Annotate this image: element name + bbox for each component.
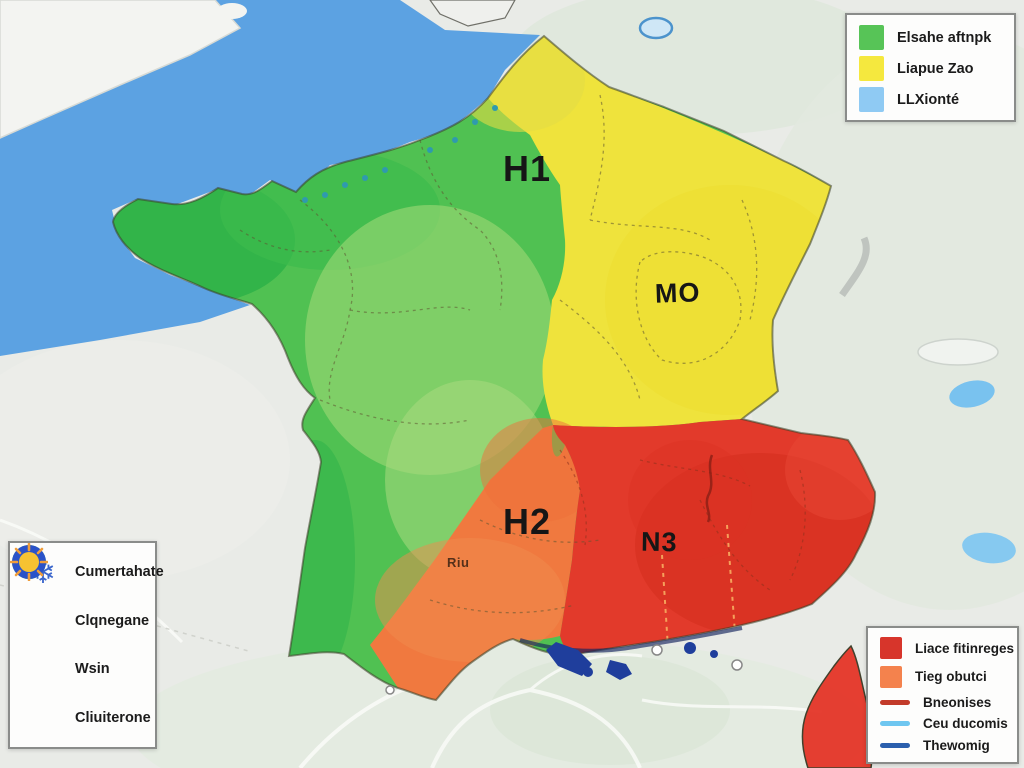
france-outline xyxy=(111,34,877,702)
legend-item-label: Ceu ducomis xyxy=(923,716,1008,732)
zone-red-shading xyxy=(628,420,876,637)
legend-item: Ceu ducomis xyxy=(880,716,1009,731)
zone-label-riu: Riu xyxy=(447,555,470,570)
background-dashed-boundary xyxy=(0,584,253,653)
zone-label-h2: H2 xyxy=(503,501,552,542)
background-roads xyxy=(0,518,823,768)
legend-bottom-right: Liace fitinreges Tieg obutci Bneonises C… xyxy=(866,626,1019,764)
england-landmass xyxy=(0,0,516,139)
legend-item-label: Liapue Zao xyxy=(897,60,974,77)
light-blue-line-swatch xyxy=(880,721,910,727)
legend-top-right: Elsahe aftnpk Liapue Zao LLXionté xyxy=(845,13,1016,122)
zone-label-h1: H1 xyxy=(503,148,552,189)
mediterranean-lagoons xyxy=(519,626,743,680)
city-markers xyxy=(385,644,743,695)
terrain-squiggle xyxy=(705,454,714,523)
road-line xyxy=(839,236,870,297)
red-swatch xyxy=(880,637,902,659)
legend-item: LLXionté xyxy=(859,87,1004,112)
channel-sea xyxy=(0,0,540,356)
legend-item-label: Cumertahate xyxy=(75,564,164,580)
legend-item: Thewomig xyxy=(880,738,1009,753)
droplet-icon xyxy=(12,545,62,640)
water-circle-icon xyxy=(12,545,62,688)
lakes xyxy=(638,16,1016,703)
red-zone-dashed-routes xyxy=(661,524,738,661)
legend-item: Liapue Zao xyxy=(859,56,1004,81)
department-borders-south xyxy=(559,449,806,591)
legend-item: Cliuiterone xyxy=(10,543,151,737)
dark-red-line-swatch xyxy=(880,699,910,705)
light-blue-swatch xyxy=(859,87,884,112)
zone-label-n3: N3 xyxy=(640,526,678,558)
legend-item: Liace fitinreges xyxy=(880,637,1014,659)
legend-item-label: Wsin xyxy=(75,661,110,678)
zone-label-mo: MO xyxy=(654,277,701,309)
legend-item: Tieg obutci xyxy=(880,665,1009,688)
legend-item-label: Thewomig xyxy=(923,738,990,753)
legend-item-label: LLXionté xyxy=(897,91,960,108)
sun-icon xyxy=(10,543,62,737)
department-borders xyxy=(239,94,758,614)
legend-item-label: Liace fitinreges xyxy=(915,640,1015,656)
legend-item: Clqnegane xyxy=(12,545,150,640)
legend-item: Bneonises xyxy=(880,695,1009,710)
legend-item-label: Elsahe aftnpk xyxy=(897,29,992,46)
legend-item-label: Cliuiterone xyxy=(75,709,151,726)
green-swatch xyxy=(859,25,884,50)
legend-bottom-left: ❄ Cumertahate Clqnegane xyxy=(8,541,164,749)
legend-item-label: Bneonises xyxy=(923,694,992,710)
yellow-swatch xyxy=(859,56,884,81)
legend-item: Wsin xyxy=(12,545,147,688)
corsica-island xyxy=(801,644,873,768)
legend-item: Elsahe aftnpk xyxy=(859,25,1004,50)
coastal-markers xyxy=(302,105,498,203)
orange-swatch xyxy=(880,665,902,688)
legend-item-label: Clqnegane xyxy=(75,612,150,629)
legend-item-label: Tieg obutci xyxy=(915,669,987,685)
dark-blue-line-swatch xyxy=(880,743,910,748)
